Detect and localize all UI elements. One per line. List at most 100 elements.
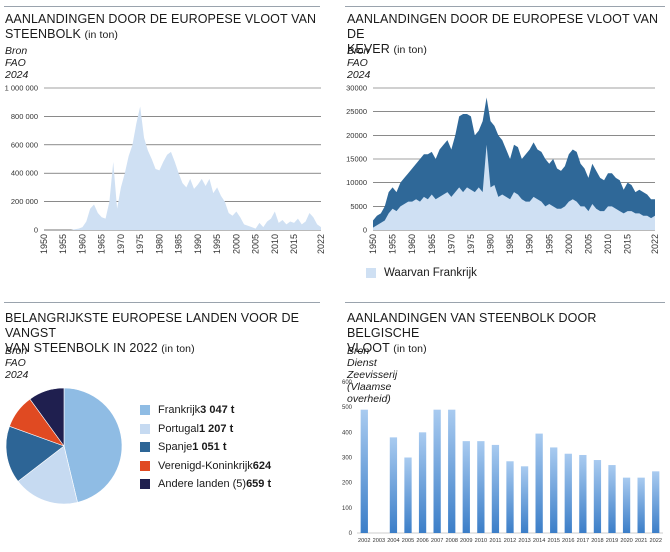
- bar-2011: [491, 444, 500, 533]
- legend-label: Andere landen (5): [158, 478, 247, 491]
- kever-area-chart: 0 5000 10000 15000 20000 25000 30000 1950 1955 19…: [346, 84, 660, 255]
- x-tick-label: 1950: [39, 234, 49, 254]
- legend-item-frankrijk: Waarvan Frankrijk: [366, 264, 477, 283]
- panel-title: AANLANDINGEN DOOR DE EUROPESE VLOOT VAN …: [347, 12, 667, 58]
- panel-top-rule: [4, 302, 320, 303]
- x-tick-label: 1950: [368, 234, 378, 254]
- source-note: Bron FAO 2024: [5, 45, 29, 81]
- title-unit: (in ton): [393, 44, 427, 56]
- steenbolk-pie-chart: [5, 387, 123, 505]
- y-tick-label: 25000: [346, 107, 367, 116]
- x-tick-label: 1985: [174, 234, 184, 254]
- y-tick-label: 20000: [346, 131, 367, 140]
- x-tick-label: 1995: [544, 234, 554, 254]
- bar-2013: [520, 466, 529, 533]
- x-tick-label: 2015: [547, 538, 559, 544]
- title-line-2: STEENBOLK: [5, 27, 81, 41]
- bar-2009: [462, 441, 470, 533]
- bar-2019: [608, 465, 616, 533]
- source-note: Bron FAO 2024: [5, 345, 29, 381]
- x-tick-label: 2010: [270, 234, 280, 254]
- title-line-1: AANLANDINGEN VAN STEENBOLK DOOR BELGISCH…: [347, 311, 597, 340]
- title-line-2: VAN STEENBOLK IN 2022: [5, 341, 158, 355]
- y-tick-label: 600 000: [11, 140, 38, 149]
- x-tick-label: 1970: [446, 234, 456, 254]
- x-tick-label: 2009: [460, 538, 472, 544]
- title-unit: (in ton): [84, 29, 118, 41]
- x-tick-label: 2012: [504, 538, 516, 544]
- panel-title: AANLANDINGEN DOOR DE EUROPESE VLOOT VAN …: [5, 12, 325, 43]
- y-tick-label: 1 000 000: [5, 84, 38, 93]
- bar-2006: [418, 432, 427, 533]
- legend-swatch-light: [366, 268, 376, 279]
- y-tick-label: 100: [342, 506, 353, 512]
- series-area-1: [373, 144, 655, 230]
- x-tick-label: 1975: [135, 234, 145, 254]
- y-tick-label: 500: [342, 405, 353, 411]
- x-tick-label: 1955: [388, 234, 398, 254]
- x-tick-label: 1990: [193, 234, 203, 254]
- kever-legend: Waarvan Frankrijk: [366, 264, 477, 283]
- bar-2021: [637, 477, 645, 533]
- bar-2005: [404, 457, 412, 533]
- bar-2020: [622, 477, 631, 533]
- bar-2007: [433, 409, 441, 533]
- bar-2015: [550, 447, 558, 533]
- x-tick-label: 2005: [251, 234, 261, 254]
- x-tick-label: 2005: [583, 234, 593, 254]
- panel-top-rule: [4, 6, 320, 7]
- bar-2017: [579, 454, 587, 533]
- legend-swatch: [140, 479, 150, 490]
- x-tick-label: 2017: [577, 538, 589, 544]
- x-tick-label: 1960: [77, 234, 87, 254]
- x-tick-label: 1965: [97, 234, 107, 254]
- x-tick-label: 1980: [154, 234, 164, 254]
- title-unit: (in ton): [393, 343, 427, 355]
- bar-2010: [477, 441, 485, 533]
- bar-2004: [389, 437, 398, 533]
- legend-value: 659 t: [246, 478, 272, 491]
- legend-swatch: [140, 423, 150, 434]
- legend-item: Spanje 1 051 t: [140, 438, 280, 457]
- x-tick-label: 2016: [562, 538, 574, 544]
- steenbolk-area-chart: 0 200 000 400 000 600 000 800 000 1 000 000 19…: [5, 84, 326, 255]
- bar-2016: [564, 453, 572, 533]
- y-tick-label: 800 000: [11, 112, 38, 121]
- panel-title: AANLANDINGEN VAN STEENBOLK DOOR BELGISCH…: [347, 311, 667, 357]
- pie-slice-frankrijk: [63, 387, 123, 503]
- x-tick-label: 1990: [525, 234, 535, 254]
- legend-swatch: [140, 442, 150, 453]
- x-tick-label: 2006: [416, 538, 428, 544]
- legend-label: Portugal: [158, 422, 199, 435]
- y-tick-label: 5000: [350, 202, 367, 211]
- y-tick-label: 10000: [346, 178, 367, 187]
- legend-item: Verenigd-Koninkrijk 624: [140, 457, 280, 476]
- title-unit: (in ton): [161, 343, 195, 355]
- legend-value: 624: [252, 459, 272, 472]
- source-note: Bron Dienst Zeevisserij (Vlaamse overhei…: [347, 345, 398, 405]
- bar-2018: [593, 460, 602, 533]
- x-tick-label: 2002: [358, 538, 370, 544]
- x-tick-label: 2014: [533, 538, 545, 544]
- x-tick-label: 2018: [591, 538, 603, 544]
- y-tick-label: 600: [342, 380, 353, 386]
- legend-label: Spanje: [158, 441, 193, 454]
- x-tick-label: 2005: [402, 538, 414, 544]
- legend-item: Portugal 1 207 t: [140, 420, 280, 439]
- panel-top-rule: [345, 6, 665, 7]
- x-tick-label: 1975: [466, 234, 476, 254]
- x-tick-label: 1960: [407, 234, 417, 254]
- x-tick-label: 2004: [387, 538, 399, 544]
- x-tick-label: 1985: [505, 234, 515, 254]
- legend-item: Andere landen (5) 659 t: [140, 475, 280, 494]
- x-tick-label: 2000: [231, 234, 241, 254]
- bar-2008: [448, 409, 456, 533]
- x-tick-label: 1995: [212, 234, 222, 254]
- legend-item: Frankrijk 3 047 t: [140, 401, 280, 420]
- x-tick-label: 2022: [316, 234, 326, 254]
- legend-swatch: [140, 405, 150, 416]
- x-tick-label: 2003: [373, 538, 385, 544]
- x-tick-label: 2013: [518, 538, 530, 544]
- y-tick-label: 300: [342, 456, 353, 462]
